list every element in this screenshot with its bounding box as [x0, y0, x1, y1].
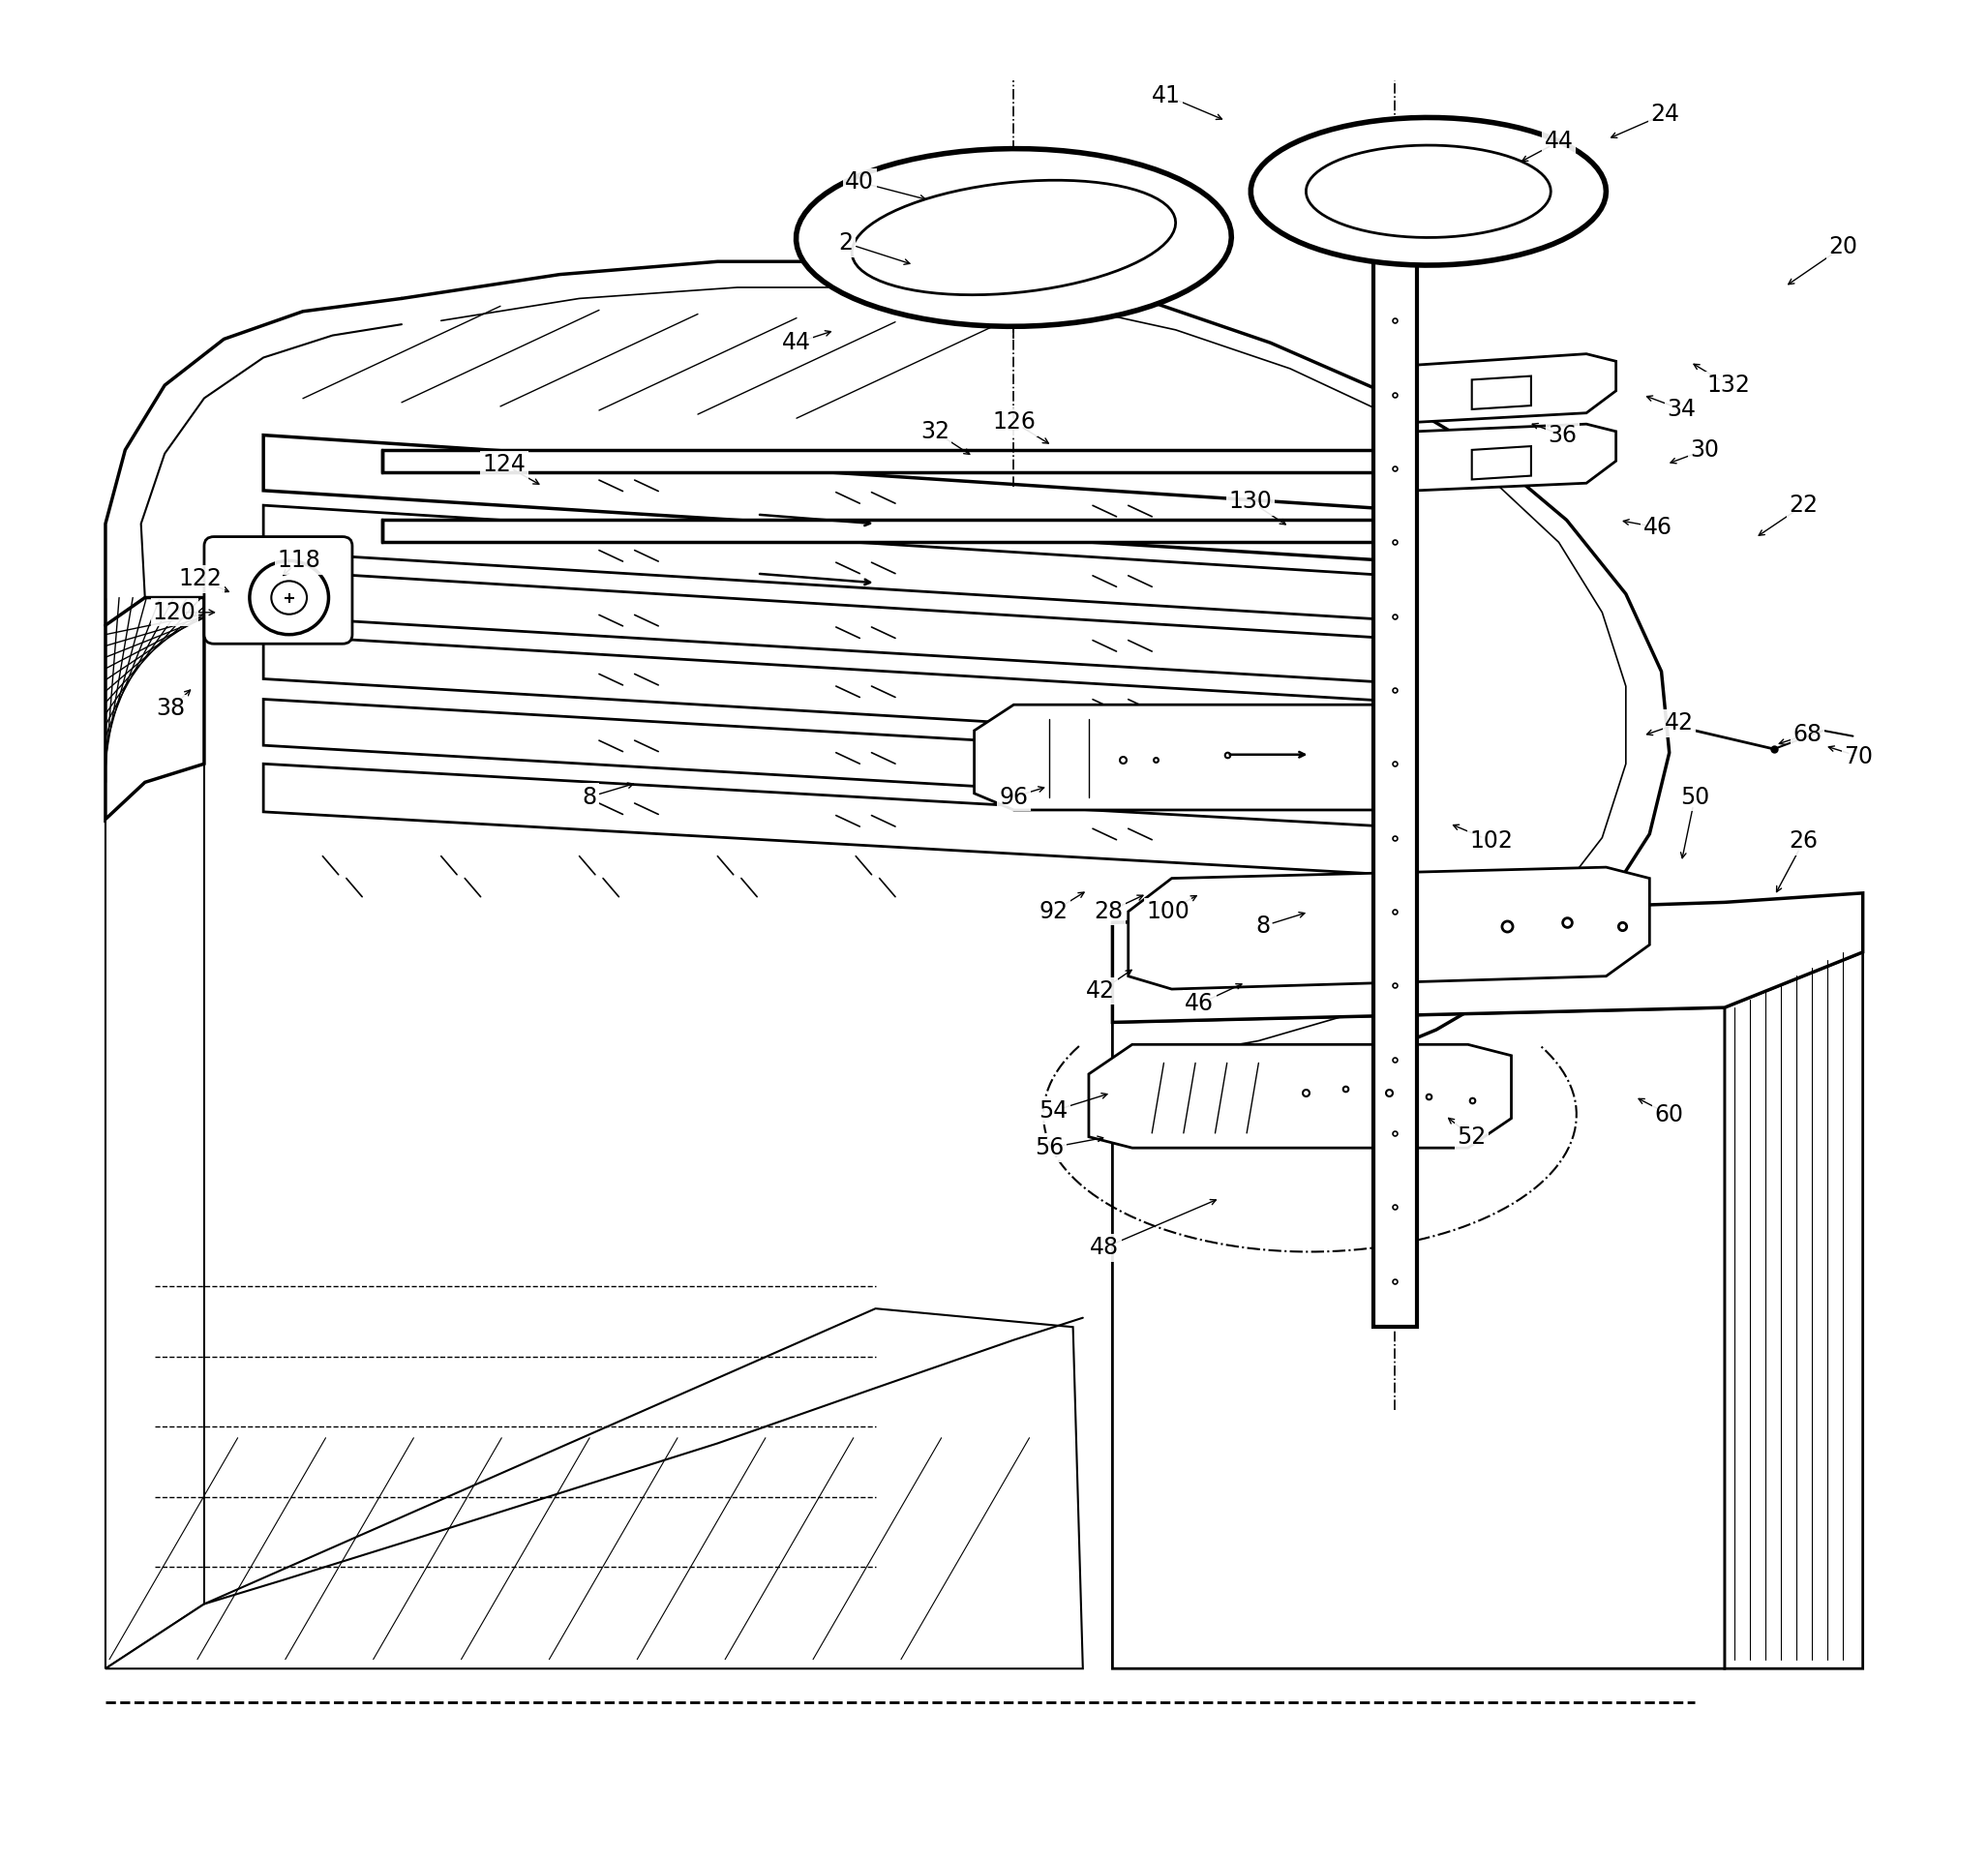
Polygon shape — [1374, 450, 1417, 484]
Text: 100: 100 — [1145, 900, 1189, 923]
Polygon shape — [264, 569, 1390, 683]
Polygon shape — [264, 435, 1390, 560]
Polygon shape — [264, 506, 1390, 619]
Text: 42: 42 — [1085, 980, 1115, 1003]
Text: 28: 28 — [1093, 900, 1123, 923]
Text: 34: 34 — [1666, 398, 1696, 420]
Polygon shape — [1113, 1008, 1724, 1668]
Text: 42: 42 — [1664, 712, 1694, 735]
Text: 26: 26 — [1789, 830, 1819, 854]
Text: 46: 46 — [1642, 515, 1672, 539]
Polygon shape — [382, 521, 1374, 543]
Text: 130: 130 — [1229, 489, 1272, 513]
Text: 48: 48 — [1089, 1237, 1119, 1259]
Polygon shape — [264, 699, 1390, 809]
Polygon shape — [1417, 424, 1616, 491]
Polygon shape — [974, 705, 1417, 809]
Text: 46: 46 — [1185, 991, 1215, 1016]
Polygon shape — [1113, 893, 1863, 1023]
Polygon shape — [264, 634, 1390, 746]
FancyBboxPatch shape — [205, 538, 352, 644]
Polygon shape — [1250, 117, 1606, 266]
Polygon shape — [1089, 1045, 1511, 1148]
Polygon shape — [1471, 376, 1531, 409]
Polygon shape — [1417, 353, 1616, 422]
Text: 70: 70 — [1845, 744, 1873, 768]
Text: 44: 44 — [781, 331, 811, 355]
Text: 20: 20 — [1829, 234, 1857, 259]
Text: 120: 120 — [153, 601, 197, 623]
Text: 44: 44 — [1545, 130, 1573, 153]
Text: 8: 8 — [1254, 915, 1270, 937]
Polygon shape — [382, 450, 1374, 472]
Text: 118: 118 — [276, 549, 320, 573]
Polygon shape — [105, 1309, 1083, 1668]
Polygon shape — [853, 180, 1175, 296]
Polygon shape — [1306, 145, 1551, 238]
Text: 92: 92 — [1038, 900, 1068, 923]
Polygon shape — [264, 764, 1390, 874]
Text: 40: 40 — [845, 171, 875, 193]
Polygon shape — [1724, 952, 1863, 1668]
Polygon shape — [1374, 173, 1417, 1326]
Text: 122: 122 — [179, 567, 223, 591]
Polygon shape — [795, 149, 1231, 326]
Polygon shape — [105, 597, 205, 818]
Text: 50: 50 — [1680, 785, 1710, 809]
Text: 41: 41 — [1151, 84, 1181, 108]
Text: 126: 126 — [992, 411, 1036, 433]
Text: 52: 52 — [1457, 1125, 1487, 1148]
Text: 30: 30 — [1690, 439, 1720, 461]
Text: 36: 36 — [1549, 424, 1576, 446]
Polygon shape — [1374, 521, 1417, 552]
Text: 124: 124 — [483, 454, 527, 476]
Polygon shape — [105, 764, 205, 1668]
Polygon shape — [1471, 446, 1531, 480]
Text: 68: 68 — [1793, 724, 1823, 746]
Text: 8: 8 — [582, 785, 596, 809]
Text: 22: 22 — [1789, 493, 1819, 517]
Text: 56: 56 — [1034, 1136, 1064, 1159]
Text: 96: 96 — [1000, 785, 1028, 809]
Text: 54: 54 — [1038, 1099, 1068, 1123]
Text: 32: 32 — [920, 420, 950, 443]
Polygon shape — [1129, 867, 1650, 990]
Text: 102: 102 — [1469, 830, 1513, 854]
Text: 60: 60 — [1654, 1103, 1684, 1127]
Text: 38: 38 — [155, 698, 185, 720]
Text: 132: 132 — [1708, 374, 1749, 396]
Text: 2: 2 — [839, 231, 853, 255]
Text: 24: 24 — [1650, 102, 1680, 125]
